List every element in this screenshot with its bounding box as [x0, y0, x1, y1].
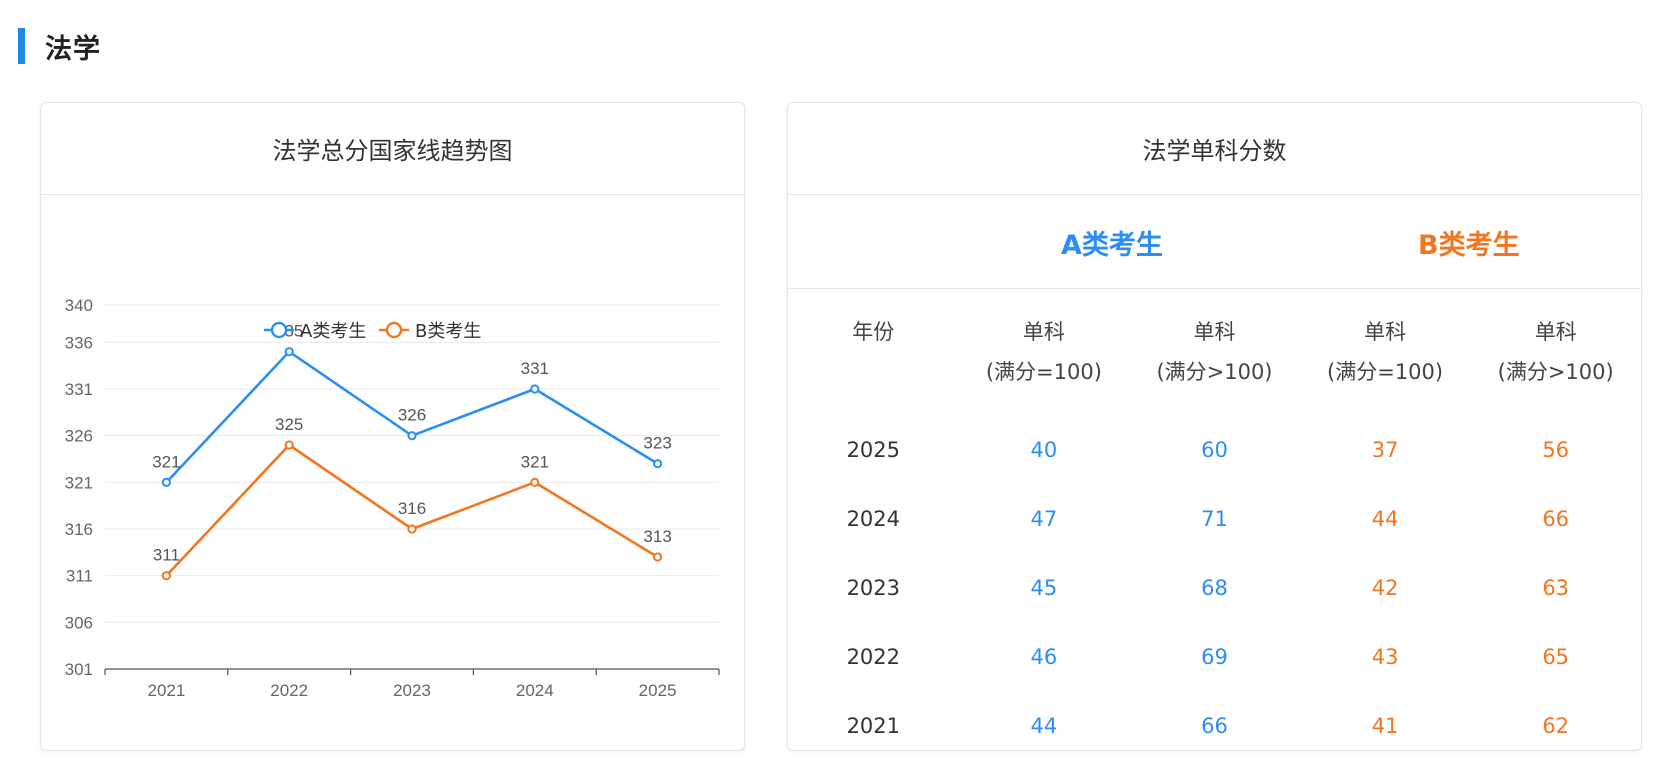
- y-tick-label: 321: [65, 473, 93, 492]
- y-tick-label: 311: [66, 567, 93, 586]
- cell-b-eq: 43: [1371, 644, 1399, 669]
- cell-a-eq: 45: [1030, 575, 1058, 600]
- cell-year: 2023: [846, 575, 901, 600]
- legend-label: B类考生: [415, 321, 481, 342]
- cell-a-gt: 69: [1201, 644, 1228, 669]
- header-year: 年份: [852, 320, 895, 344]
- data-point: [407, 524, 417, 534]
- data-label: 326: [398, 406, 426, 425]
- data-label: 313: [643, 527, 671, 546]
- data-point: [653, 459, 663, 469]
- y-tick-label: 331: [65, 380, 93, 399]
- header-b-eq: 单科 (满分=100): [1327, 320, 1444, 384]
- data-point: [161, 477, 172, 487]
- y-tick-label: 306: [65, 613, 93, 632]
- table-row: 2025 40 60 37 56: [788, 415, 1641, 484]
- y-tick-label: 316: [65, 520, 93, 539]
- x-tick-label: 2024: [516, 681, 554, 700]
- section-accent-bar: [18, 28, 25, 64]
- table-row: 2023 45 68 42 63: [788, 553, 1641, 622]
- header-a-gt: 单科 (满分>100): [1156, 320, 1273, 384]
- cell-b-eq: 41: [1371, 713, 1399, 738]
- cell-a-gt: 66: [1201, 713, 1228, 738]
- cell-a-gt: 68: [1201, 575, 1228, 600]
- cell-b-eq: 44: [1371, 506, 1399, 531]
- group-label-a: A类考生: [1061, 230, 1163, 261]
- table-header-row: 年份 单科 (满分=100) 单科 (满分>100) 单科 (满分=100) 单科 (满…: [788, 289, 1641, 415]
- trend-chart-title: 法学总分国家线趋势图: [41, 103, 744, 195]
- section-title: 法学: [45, 33, 101, 65]
- cell-a-gt: 71: [1201, 506, 1228, 531]
- table-row: 2024 47 71 44 66: [788, 484, 1641, 553]
- header-b-gt: 单科 (满分>100): [1497, 320, 1614, 384]
- y-tick-label: 336: [65, 333, 93, 352]
- cell-a-eq: 44: [1030, 713, 1058, 738]
- cell-b-gt: 66: [1542, 506, 1570, 531]
- cell-b-gt: 65: [1542, 644, 1570, 669]
- x-tick-label: 2025: [639, 681, 677, 700]
- cell-b-gt: 63: [1542, 575, 1570, 600]
- cell-year: 2024: [846, 506, 901, 531]
- data-label: 323: [643, 434, 671, 453]
- cell-b-eq: 42: [1371, 575, 1399, 600]
- data-label: 321: [152, 452, 180, 471]
- data-point: [284, 440, 294, 450]
- cell-a-eq: 46: [1030, 644, 1058, 669]
- legend-swatch-marker: [270, 321, 288, 339]
- single-subject-title: 法学单科分数: [788, 103, 1641, 195]
- data-point: [161, 571, 172, 581]
- x-tick-label: 2023: [393, 681, 431, 700]
- y-tick-label: 340: [65, 296, 93, 315]
- data-point: [407, 431, 417, 441]
- legend-swatch-marker: [385, 321, 403, 339]
- data-label: 311: [153, 546, 180, 565]
- trend-chart-card: 法学总分国家线趋势图 301 306 311 316 321 326 331 336 340 20…: [40, 102, 745, 751]
- y-tick-label: 301: [65, 660, 93, 679]
- single-subject-table: 年份 单科 (满分=100) 单科 (满分>100) 单科 (满分=100) 单科 (满…: [788, 289, 1641, 760]
- x-tick-label: 2022: [270, 681, 308, 700]
- data-label: 331: [521, 359, 549, 378]
- single-subject-card: 法学单科分数 A类考生 B类考生 年份 单科 (满分=100) 单科 (满分>100…: [787, 102, 1642, 751]
- table-row: 2022 46 69 43 65: [788, 622, 1641, 691]
- y-tick-label: 326: [65, 427, 93, 446]
- data-label: 316: [398, 499, 426, 518]
- cell-year: 2021: [846, 713, 901, 738]
- cell-a-gt: 60: [1201, 437, 1228, 462]
- cell-a-eq: 40: [1030, 437, 1058, 462]
- cell-b-eq: 37: [1371, 437, 1399, 462]
- data-point: [530, 384, 540, 394]
- cell-year: 2022: [846, 644, 901, 669]
- cell-a-eq: 47: [1030, 506, 1058, 531]
- data-point: [530, 477, 540, 487]
- data-label: 321: [521, 452, 549, 471]
- group-header-row: A类考生 B类考生: [788, 195, 1641, 289]
- cell-b-gt: 62: [1542, 713, 1570, 738]
- data-point: [653, 552, 663, 562]
- data-label: 325: [275, 415, 303, 434]
- legend-label: A类考生: [300, 321, 366, 342]
- group-label-b: B类考生: [1418, 230, 1520, 261]
- x-tick-label: 2021: [147, 681, 185, 700]
- header-a-eq: 单科 (满分=100): [985, 320, 1102, 384]
- table-row: 2021 44 66 41 62: [788, 691, 1641, 760]
- cell-b-gt: 56: [1542, 437, 1570, 462]
- data-point: [284, 347, 294, 357]
- trend-line-chart: 301 306 311 316 321 326 331 336 340 2021 2022 2023 2…: [65, 296, 720, 700]
- cell-year: 2025: [846, 437, 901, 462]
- section-header: 法学: [18, 28, 101, 65]
